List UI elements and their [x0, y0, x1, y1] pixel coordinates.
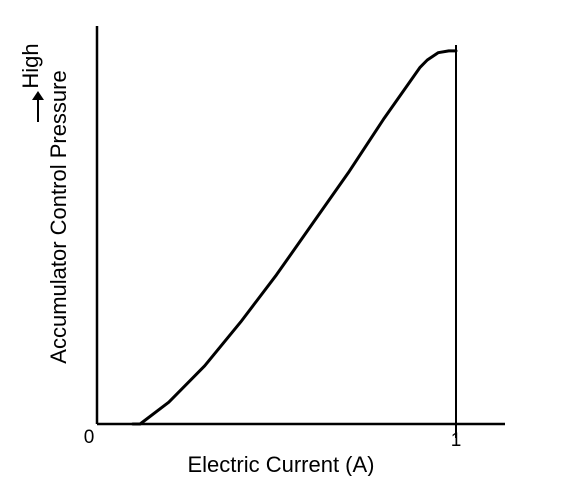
high-direction-indicator: High — [18, 43, 44, 122]
arrow-up-icon — [32, 91, 44, 100]
series-line — [131, 49, 458, 426]
high-label: High — [18, 43, 43, 88]
x-tick-label-0: 0 — [84, 427, 95, 448]
y-axis-label: Accumulator Control Pressure — [46, 70, 71, 363]
x-tick-label-1: 1 — [451, 430, 462, 451]
x-axis-label: Electric Current (A) — [187, 452, 374, 476]
